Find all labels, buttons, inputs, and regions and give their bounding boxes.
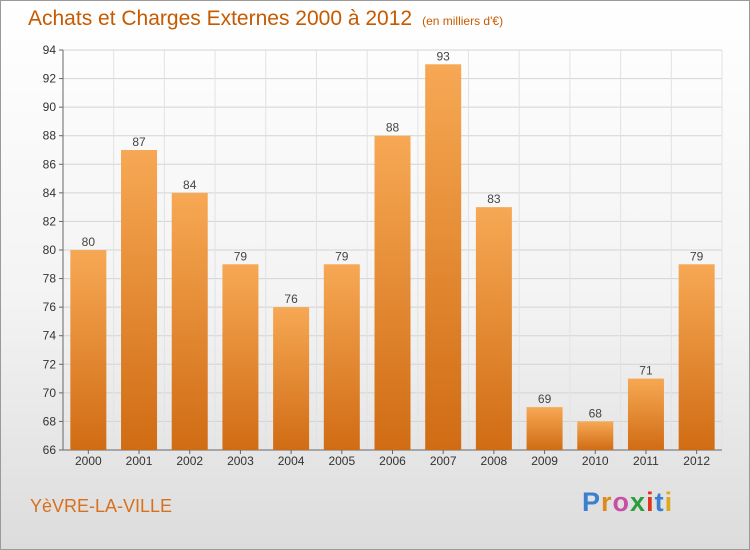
x-tick-label-2008: 2008 <box>481 454 508 468</box>
x-tick-label-2001: 2001 <box>126 454 153 468</box>
y-tick-label: 78 <box>43 272 57 286</box>
x-tick-label-2007: 2007 <box>430 454 457 468</box>
x-tick-label-2002: 2002 <box>176 454 203 468</box>
data-label-2012: 79 <box>690 249 704 263</box>
tick-labels: 66 68 70 72 74 76 78 80 82 84 86 88 90 92 94 2000 2001 20… <box>43 43 711 468</box>
y-tick-label: 74 <box>43 329 57 343</box>
data-label-2002: 84 <box>183 178 197 192</box>
bar-2001 <box>121 150 158 450</box>
proxiti-logo: Proxiti <box>582 487 673 518</box>
bar-2006 <box>374 135 411 450</box>
bar-2009 <box>526 407 563 450</box>
x-tick-label-2012: 2012 <box>683 454 710 468</box>
chart-subtitle: (en milliers d'€) <box>422 14 504 28</box>
x-tick-label-2010: 2010 <box>582 454 609 468</box>
x-tick-label-2009: 2009 <box>531 454 558 468</box>
bar-2004 <box>273 307 310 450</box>
y-tick-label: 82 <box>43 214 57 228</box>
data-label-2001: 87 <box>132 135 146 149</box>
bar-2012 <box>678 264 715 450</box>
bar-2002 <box>171 192 208 450</box>
y-tick-label: 94 <box>43 43 57 57</box>
location-name: YèVRE-LA-VILLE <box>30 496 173 516</box>
logo-letter: o <box>612 487 631 517</box>
x-tick-label-2011: 2011 <box>633 454 659 468</box>
x-tick-label-2005: 2005 <box>328 454 355 468</box>
logo-letter: t <box>654 487 665 517</box>
bar-2011 <box>627 378 664 450</box>
bar-2008 <box>475 207 512 450</box>
data-label-2010: 68 <box>589 406 603 420</box>
x-tick-label-2003: 2003 <box>227 454 254 468</box>
y-tick-label: 88 <box>43 129 57 143</box>
x-tick-label-2006: 2006 <box>379 454 406 468</box>
y-tick-label: 68 <box>43 414 57 428</box>
logo-letter: i <box>646 487 655 517</box>
y-tick-label: 76 <box>43 300 57 314</box>
x-tick-label-2000: 2000 <box>75 454 102 468</box>
data-label-2004: 76 <box>284 292 298 306</box>
data-label-2005: 79 <box>335 249 349 263</box>
data-label-2009: 69 <box>538 392 552 406</box>
bar-2007 <box>425 64 462 451</box>
data-labels: 80 87 84 79 76 79 88 93 83 69 68 71 79 <box>82 49 704 420</box>
y-tick-label: 72 <box>43 357 57 371</box>
bar-2010 <box>577 421 614 450</box>
data-label-2011: 71 <box>639 364 653 378</box>
data-label-2008: 83 <box>487 192 501 206</box>
logo-letter: x <box>630 487 647 517</box>
y-tick-label: 84 <box>43 186 57 200</box>
y-tick-label: 86 <box>43 157 57 171</box>
logo-letter: P <box>582 487 602 517</box>
y-tick-label: 90 <box>43 100 57 114</box>
y-tick-label: 66 <box>43 443 57 457</box>
y-tick-label: 70 <box>43 386 57 400</box>
chart-title-block: Achats et Charges Externes 2000 à 2012 (e… <box>28 7 503 31</box>
y-tick-label: 80 <box>43 243 57 257</box>
x-tick-label-2004: 2004 <box>278 454 305 468</box>
data-label-2006: 88 <box>386 121 400 135</box>
chart-title: Achats et Charges Externes 2000 à 2012 <box>28 7 413 30</box>
logo-letter: i <box>664 487 674 517</box>
bar-2003 <box>222 264 259 450</box>
data-label-2000: 80 <box>82 235 96 249</box>
y-tick-label: 92 <box>43 72 57 86</box>
bars <box>70 64 715 451</box>
bar-2005 <box>323 264 360 450</box>
data-label-2007: 93 <box>437 49 451 63</box>
data-label-2003: 79 <box>234 249 248 263</box>
logo-letter: r <box>601 487 613 517</box>
bar-2000 <box>70 250 107 450</box>
